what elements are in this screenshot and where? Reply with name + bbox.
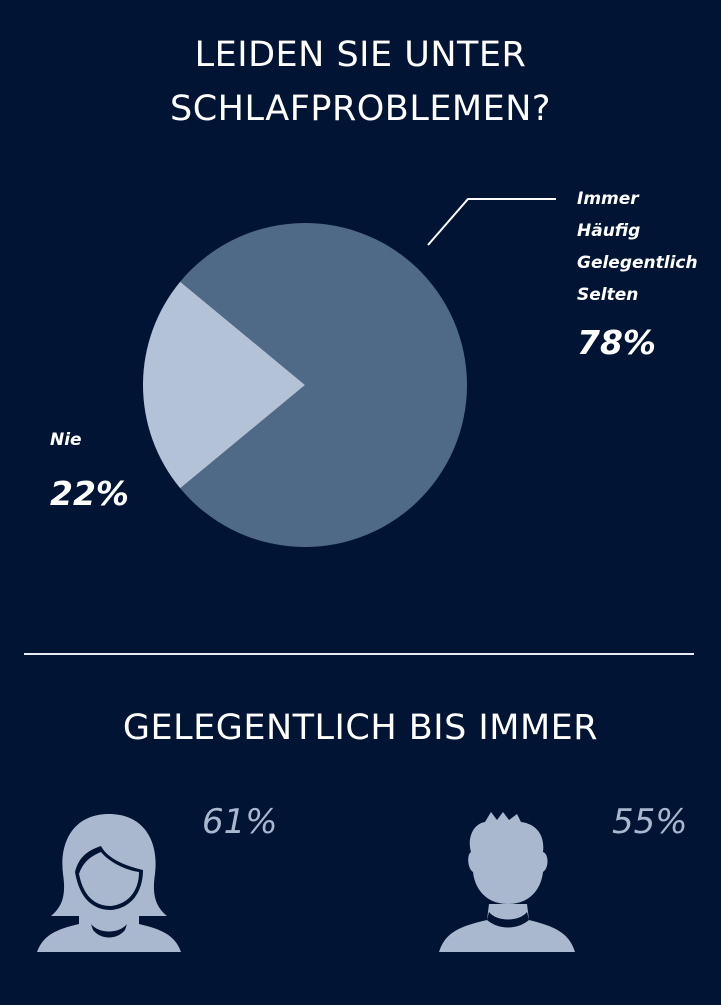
male-percentage: 55%: [612, 802, 688, 842]
label-never: Nie 22%: [50, 424, 129, 513]
label-selten: Selten: [577, 285, 639, 305]
female-person-icon: [37, 814, 181, 952]
divider: [24, 653, 694, 655]
chart-title: LEIDEN SIE UNTER SCHLAFPROBLEMEN?: [0, 28, 721, 136]
label-nie: Nie: [50, 430, 82, 450]
female-percentage: 61%: [202, 802, 278, 842]
section-subtitle: GELEGENTLICH BIS IMMER: [122, 708, 599, 748]
label-gelegentlich: Gelegentlich: [577, 253, 698, 273]
percent-78: 78%: [577, 323, 656, 362]
label-haeufig: Häufig: [577, 221, 641, 241]
pie-slice-often: [180, 223, 467, 548]
label-immer: Immer: [577, 189, 639, 209]
label-often: Immer Häufig Gelegentlich Selten 78%: [577, 183, 698, 362]
pie-chart: [142, 198, 556, 548]
title-line-1: LEIDEN SIE UNTER: [194, 35, 527, 75]
pie-slice-nie: [142, 281, 305, 489]
title-line-2: SCHLAFPROBLEMEN?: [169, 89, 552, 129]
male-person-icon: [439, 812, 575, 952]
leader-line: [427, 198, 556, 246]
percent-22: 22%: [50, 474, 129, 513]
